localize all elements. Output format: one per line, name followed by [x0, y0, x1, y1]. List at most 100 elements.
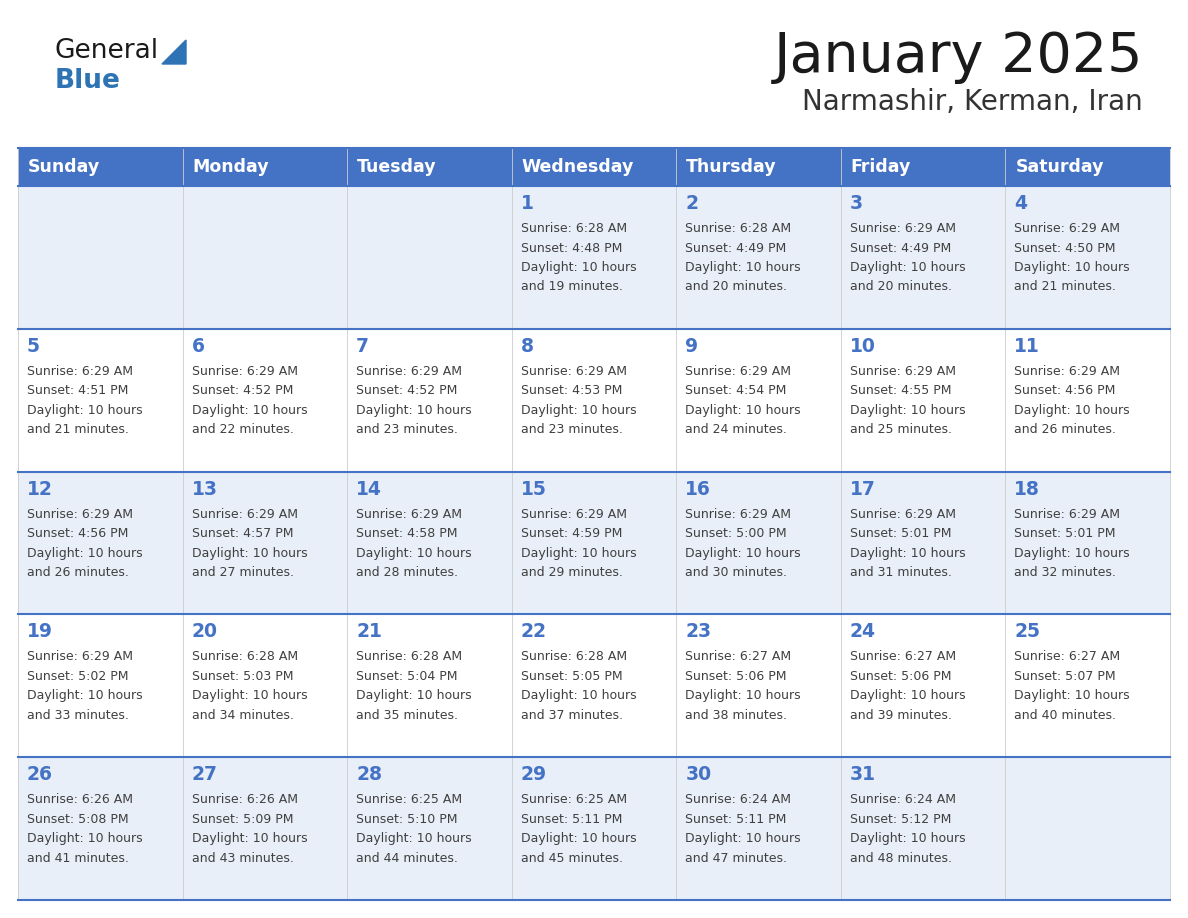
Text: Sunrise: 6:29 AM: Sunrise: 6:29 AM	[849, 222, 956, 235]
Text: 15: 15	[520, 479, 546, 498]
Text: Daylight: 10 hours: Daylight: 10 hours	[520, 546, 637, 560]
Text: and 24 minutes.: and 24 minutes.	[685, 423, 788, 436]
Text: 14: 14	[356, 479, 383, 498]
Text: Sunset: 4:52 PM: Sunset: 4:52 PM	[356, 385, 457, 397]
Bar	[18, 329, 183, 472]
Text: Daylight: 10 hours: Daylight: 10 hours	[849, 833, 966, 845]
Text: and 19 minutes.: and 19 minutes.	[520, 281, 623, 294]
Text: Sunrise: 6:27 AM: Sunrise: 6:27 AM	[685, 650, 791, 664]
Text: and 25 minutes.: and 25 minutes.	[849, 423, 952, 436]
Bar	[347, 186, 512, 329]
Bar	[347, 148, 512, 186]
Text: Daylight: 10 hours: Daylight: 10 hours	[1015, 261, 1130, 274]
Text: and 39 minutes.: and 39 minutes.	[849, 709, 952, 722]
Text: Sunrise: 6:28 AM: Sunrise: 6:28 AM	[520, 650, 627, 664]
Text: Sunset: 5:06 PM: Sunset: 5:06 PM	[685, 670, 786, 683]
Polygon shape	[162, 40, 187, 64]
Bar	[512, 186, 676, 329]
Bar	[18, 148, 183, 186]
Text: and 22 minutes.: and 22 minutes.	[191, 423, 293, 436]
Bar	[1005, 186, 1170, 329]
Text: and 37 minutes.: and 37 minutes.	[520, 709, 623, 722]
Text: 4: 4	[1015, 194, 1028, 213]
Text: 22: 22	[520, 622, 546, 642]
Text: Sunrise: 6:29 AM: Sunrise: 6:29 AM	[1015, 364, 1120, 378]
Text: Sunrise: 6:25 AM: Sunrise: 6:25 AM	[356, 793, 462, 806]
Text: Daylight: 10 hours: Daylight: 10 hours	[520, 261, 637, 274]
Text: Sunset: 5:11 PM: Sunset: 5:11 PM	[685, 812, 786, 825]
Text: Sunday: Sunday	[29, 158, 100, 176]
Text: Sunset: 4:57 PM: Sunset: 4:57 PM	[191, 527, 293, 540]
Bar	[183, 757, 347, 900]
Text: 26: 26	[27, 766, 53, 784]
Text: Saturday: Saturday	[1016, 158, 1104, 176]
Bar	[676, 757, 841, 900]
Bar	[841, 186, 1005, 329]
Text: Sunset: 5:05 PM: Sunset: 5:05 PM	[520, 670, 623, 683]
Bar	[1005, 614, 1170, 757]
Text: Daylight: 10 hours: Daylight: 10 hours	[27, 546, 143, 560]
Text: Sunrise: 6:29 AM: Sunrise: 6:29 AM	[27, 508, 133, 521]
Text: Sunset: 4:55 PM: Sunset: 4:55 PM	[849, 385, 952, 397]
Text: Sunset: 4:56 PM: Sunset: 4:56 PM	[1015, 385, 1116, 397]
Text: Blue: Blue	[55, 68, 121, 94]
Bar	[183, 186, 347, 329]
Text: Sunset: 5:04 PM: Sunset: 5:04 PM	[356, 670, 457, 683]
Bar	[676, 472, 841, 614]
Text: and 32 minutes.: and 32 minutes.	[1015, 566, 1117, 579]
Text: and 44 minutes.: and 44 minutes.	[356, 852, 459, 865]
Text: 10: 10	[849, 337, 876, 356]
Bar	[512, 148, 676, 186]
Text: Sunrise: 6:29 AM: Sunrise: 6:29 AM	[1015, 222, 1120, 235]
Bar	[676, 329, 841, 472]
Text: and 35 minutes.: and 35 minutes.	[356, 709, 459, 722]
Text: 16: 16	[685, 479, 712, 498]
Text: 21: 21	[356, 622, 383, 642]
Bar	[512, 757, 676, 900]
Text: Sunset: 4:49 PM: Sunset: 4:49 PM	[849, 241, 952, 254]
Text: Daylight: 10 hours: Daylight: 10 hours	[27, 404, 143, 417]
Text: and 34 minutes.: and 34 minutes.	[191, 709, 293, 722]
Text: Daylight: 10 hours: Daylight: 10 hours	[685, 833, 801, 845]
Text: 1: 1	[520, 194, 533, 213]
Text: January 2025: January 2025	[773, 30, 1143, 84]
Text: and 23 minutes.: and 23 minutes.	[520, 423, 623, 436]
Text: Sunset: 4:54 PM: Sunset: 4:54 PM	[685, 385, 786, 397]
Text: Daylight: 10 hours: Daylight: 10 hours	[849, 546, 966, 560]
Text: Sunrise: 6:29 AM: Sunrise: 6:29 AM	[191, 364, 297, 378]
Bar	[676, 614, 841, 757]
Text: Daylight: 10 hours: Daylight: 10 hours	[356, 546, 472, 560]
Text: Daylight: 10 hours: Daylight: 10 hours	[685, 689, 801, 702]
Text: Sunrise: 6:29 AM: Sunrise: 6:29 AM	[849, 364, 956, 378]
Text: 24: 24	[849, 622, 876, 642]
Text: Sunrise: 6:29 AM: Sunrise: 6:29 AM	[849, 508, 956, 521]
Text: and 27 minutes.: and 27 minutes.	[191, 566, 293, 579]
Text: 7: 7	[356, 337, 369, 356]
Text: Sunrise: 6:26 AM: Sunrise: 6:26 AM	[27, 793, 133, 806]
Text: 2: 2	[685, 194, 699, 213]
Text: and 28 minutes.: and 28 minutes.	[356, 566, 459, 579]
Text: and 45 minutes.: and 45 minutes.	[520, 852, 623, 865]
Text: Sunset: 4:49 PM: Sunset: 4:49 PM	[685, 241, 786, 254]
Bar	[676, 186, 841, 329]
Text: Sunset: 5:01 PM: Sunset: 5:01 PM	[849, 527, 952, 540]
Text: and 29 minutes.: and 29 minutes.	[520, 566, 623, 579]
Text: Tuesday: Tuesday	[358, 158, 437, 176]
Text: 8: 8	[520, 337, 533, 356]
Text: Sunrise: 6:29 AM: Sunrise: 6:29 AM	[520, 508, 627, 521]
Bar	[676, 148, 841, 186]
Text: Sunrise: 6:29 AM: Sunrise: 6:29 AM	[685, 364, 791, 378]
Text: Sunrise: 6:29 AM: Sunrise: 6:29 AM	[520, 364, 627, 378]
Text: Sunrise: 6:29 AM: Sunrise: 6:29 AM	[1015, 508, 1120, 521]
Text: Daylight: 10 hours: Daylight: 10 hours	[191, 689, 308, 702]
Text: Daylight: 10 hours: Daylight: 10 hours	[191, 404, 308, 417]
Text: and 26 minutes.: and 26 minutes.	[27, 566, 128, 579]
Text: Daylight: 10 hours: Daylight: 10 hours	[1015, 404, 1130, 417]
Text: 13: 13	[191, 479, 217, 498]
Text: Wednesday: Wednesday	[522, 158, 634, 176]
Bar	[512, 329, 676, 472]
Text: Sunset: 4:50 PM: Sunset: 4:50 PM	[1015, 241, 1116, 254]
Text: Sunset: 5:12 PM: Sunset: 5:12 PM	[849, 812, 952, 825]
Text: Sunrise: 6:29 AM: Sunrise: 6:29 AM	[27, 364, 133, 378]
Text: Daylight: 10 hours: Daylight: 10 hours	[1015, 689, 1130, 702]
